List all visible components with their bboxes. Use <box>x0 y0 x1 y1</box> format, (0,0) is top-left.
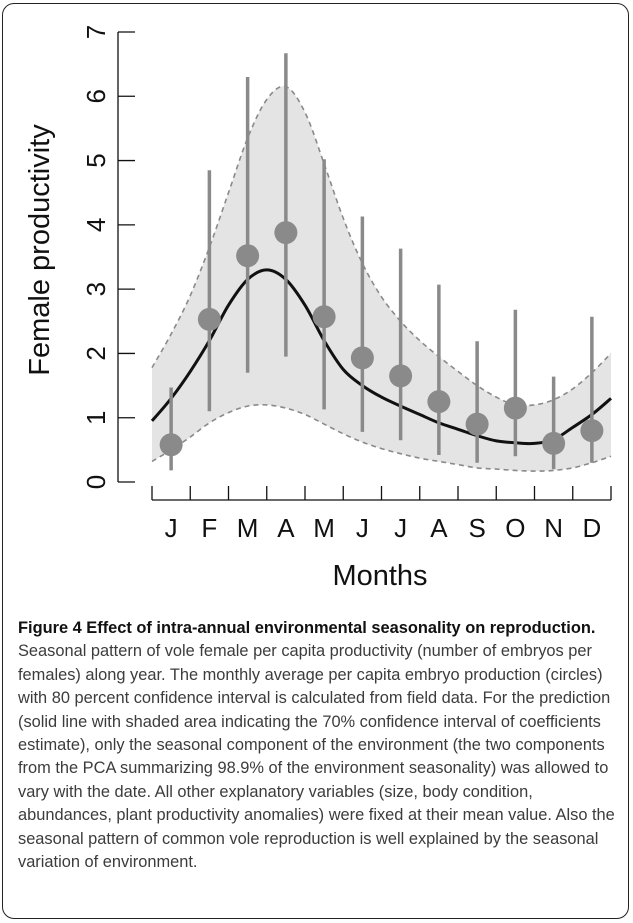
error-bars <box>169 53 594 471</box>
figure-caption: Figure 4 Effect of intra-annual environm… <box>18 617 618 874</box>
y-axis-label: Female productivity <box>24 124 56 376</box>
data-point <box>580 419 604 443</box>
x-axis-label: Months <box>332 560 427 592</box>
y-tick-label: 4 <box>81 218 111 232</box>
prediction-confidence-band <box>152 86 611 472</box>
x-tick-label: M <box>313 513 335 543</box>
x-tick-label: F <box>201 513 217 543</box>
y-tick-label: 1 <box>81 410 111 424</box>
data-point <box>350 346 374 370</box>
y-tick-label: 0 <box>81 475 111 489</box>
data-points <box>159 221 604 457</box>
data-point <box>197 307 221 331</box>
x-tick-label: N <box>544 513 563 543</box>
x-tick-label: O <box>505 513 525 543</box>
y-tick-label: 5 <box>81 153 111 167</box>
data-point <box>542 431 566 455</box>
y-tick-label: 2 <box>81 346 111 360</box>
caption-title: Figure 4 Effect of intra-annual environm… <box>18 619 596 637</box>
x-tick-label: J <box>356 513 369 543</box>
data-point <box>389 364 413 388</box>
y-tick-label: 7 <box>81 25 111 39</box>
prediction-band-lower-edge <box>151 403 612 472</box>
x-tick-label: J <box>394 513 407 543</box>
x-tick-label: S <box>468 513 485 543</box>
x-tick-label: M <box>237 513 259 543</box>
prediction-band-upper-edge <box>151 85 612 407</box>
x-tick-label: D <box>582 513 601 543</box>
data-point <box>503 396 527 420</box>
x-tick-label: J <box>165 513 178 543</box>
data-point <box>274 221 298 245</box>
data-point <box>465 412 489 436</box>
caption-body: Seasonal pattern of vole female per capi… <box>18 642 615 872</box>
x-tick-label: A <box>277 513 295 543</box>
data-point <box>427 390 451 414</box>
x-tick-label: A <box>430 513 448 543</box>
data-point <box>236 244 260 268</box>
prediction-line <box>150 268 612 446</box>
y-tick-label: 6 <box>81 89 111 103</box>
y-axis: 0 1 2 3 4 5 6 7 <box>81 25 135 489</box>
data-point <box>312 305 336 329</box>
y-tick-label: 3 <box>81 282 111 296</box>
data-point <box>159 433 183 457</box>
